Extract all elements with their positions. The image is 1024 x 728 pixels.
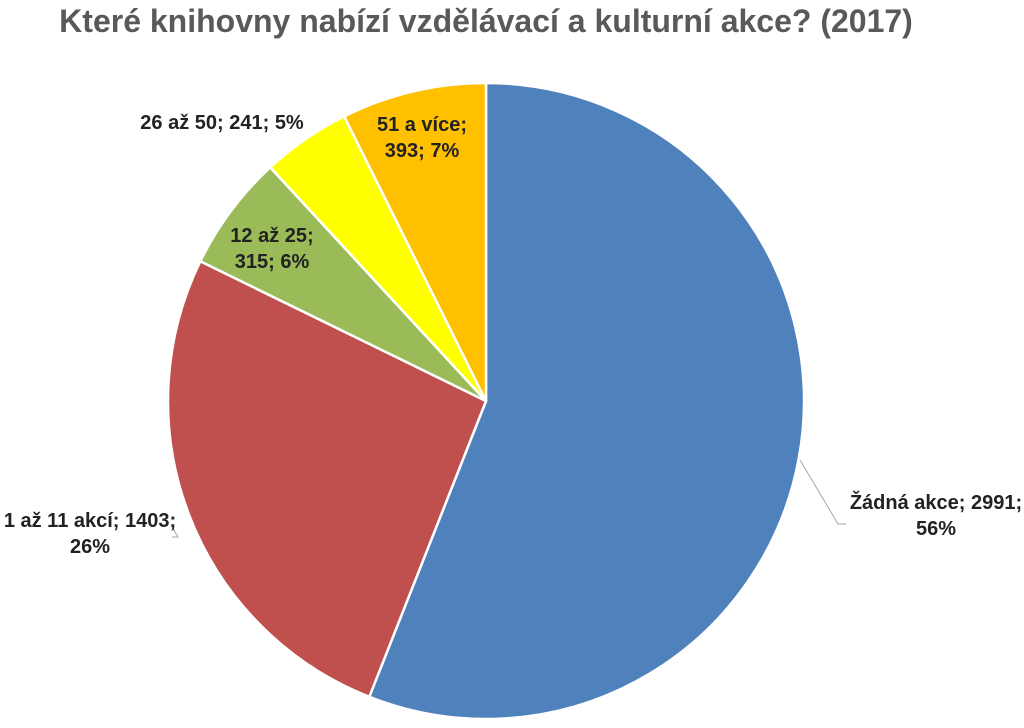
slice-label-line: 393; 7%	[385, 140, 460, 162]
slice-labels: Žádná akce; 2991; 56% 1 až 11 akcí; 1403; 2…	[4, 112, 1022, 558]
slice-label-line: 26 až 50; 241; 5%	[140, 112, 304, 134]
pie-slices	[166, 81, 806, 721]
slice-label-line: 12 až 25;	[230, 225, 313, 247]
slice-label-line: 51 a více;	[377, 114, 467, 136]
pie-slice-1	[368, 81, 806, 721]
chart-title: Které knihovny nabízí vzdělávací a kultu…	[59, 3, 913, 39]
leader-lines	[171, 459, 846, 538]
slice-label-2: 1 až 11 akcí; 1403; 26%	[4, 510, 176, 558]
slice-label-line: Žádná akce; 2991;	[850, 490, 1022, 514]
leader-line-1	[799, 459, 846, 525]
slice-label-line: 56%	[916, 518, 956, 540]
pie-slice-5	[342, 81, 488, 403]
slice-label-line: 1 až 11 akcí; 1403;	[4, 510, 176, 532]
slice-label-1: Žádná akce; 2991; 56%	[850, 490, 1022, 540]
slice-label-4: 26 až 50; 241; 5%	[140, 112, 304, 134]
leader-line-2	[171, 526, 179, 538]
slice-label-line: 315; 6%	[235, 251, 310, 273]
slice-label-3: 12 až 25; 315; 6%	[230, 225, 313, 273]
slice-label-line: 26%	[70, 536, 110, 558]
pie-slice-2	[166, 260, 488, 699]
slice-label-5: 51 a více; 393; 7%	[377, 114, 467, 162]
